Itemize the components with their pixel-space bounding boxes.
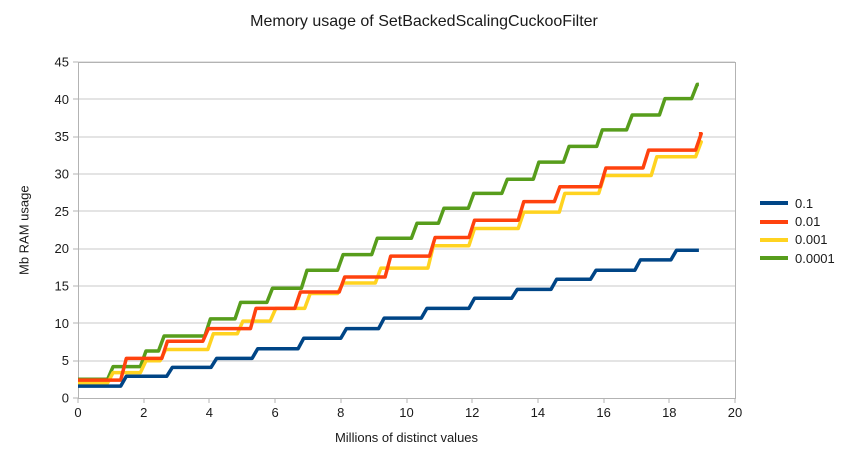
x-axis-title: Millions of distinct values [334,430,479,445]
legend-swatch-0.0001 [760,256,788,261]
chart-title: Memory usage of SetBackedScalingCuckooFi… [250,13,598,30]
y-tick-label-0: 0 [62,391,69,406]
series-line-0.1 [78,248,699,388]
x-tick-label-10: 10 [399,405,413,420]
y-tick-label-30: 30 [55,167,69,182]
legend-label: 0.1 [795,195,814,211]
legend-swatch-0.01 [760,219,788,224]
y-tick-label-35: 35 [55,129,69,144]
y-axis-title: Mb RAM usage [16,185,32,275]
x-tick-label-2: 2 [140,405,147,420]
x-tick-label-18: 18 [662,405,676,420]
legend-item-0.001: 0.001 [760,231,835,249]
x-tick-label-4: 4 [206,405,213,420]
legend-swatch-0.001 [760,237,788,242]
legend-label: 0.01 [795,214,821,230]
series-line-0.0001 [78,82,699,382]
y-tick-label-15: 15 [55,279,69,294]
legend-swatch-0.1 [760,201,788,206]
y-tick-label-10: 10 [55,316,69,331]
legend-label: 0.001 [795,232,828,248]
y-tick-label-45: 45 [55,55,69,70]
legend-item-0.1: 0.1 [760,194,835,212]
x-tick-label-6: 6 [271,405,278,420]
x-tick-label-8: 8 [337,405,344,420]
x-tick-label-16: 16 [596,405,610,420]
y-tick-label-5: 5 [62,353,69,368]
y-tick-label-40: 40 [55,92,69,107]
y-tick-label-20: 20 [55,241,69,256]
legend-item-0.01: 0.01 [760,212,835,230]
series-line-0.01 [78,131,703,382]
x-tick-label-12: 12 [465,405,479,420]
x-tick-label-14: 14 [531,405,545,420]
x-tick-label-0: 0 [74,405,81,420]
legend-item-0.0001: 0.0001 [760,249,835,267]
legend-label: 0.0001 [795,250,835,266]
y-tick-label-25: 25 [55,204,69,219]
x-tick-label-20: 20 [728,405,742,420]
legend: 0.1 0.01 0.001 0.0001 [760,194,835,268]
